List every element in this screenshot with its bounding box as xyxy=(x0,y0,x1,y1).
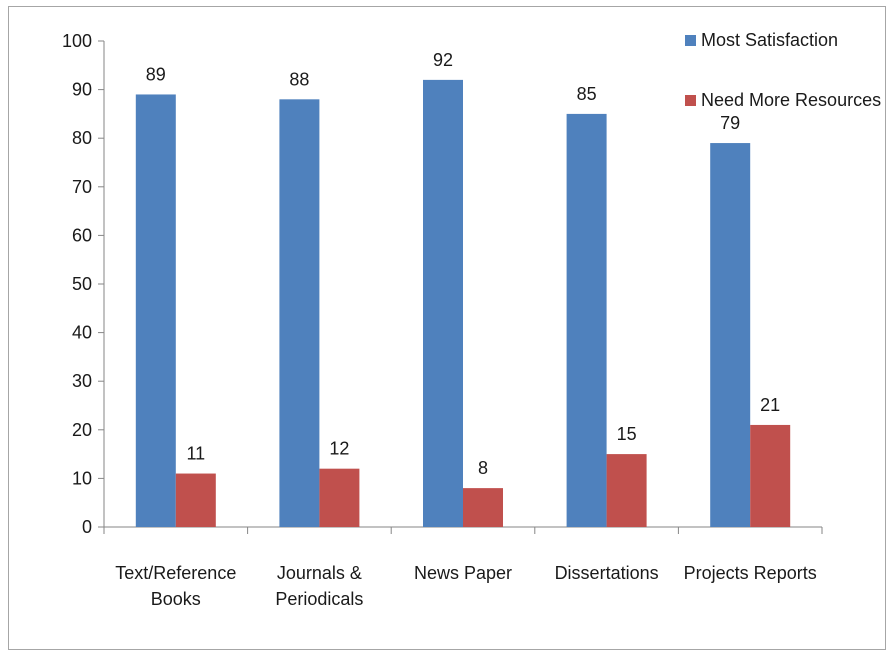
data-label: 21 xyxy=(760,395,780,415)
legend-swatch xyxy=(685,95,696,106)
x-category-label: Projects Reports xyxy=(684,563,817,583)
data-label: 79 xyxy=(720,113,740,133)
legend-label: Need More Resources xyxy=(701,90,881,110)
y-tick-label: 80 xyxy=(72,128,92,148)
data-label: 12 xyxy=(329,439,349,459)
x-category-label: News Paper xyxy=(414,563,512,583)
data-label: 92 xyxy=(433,50,453,70)
x-category-label: Text/Reference Books xyxy=(115,563,236,609)
y-tick-label: 100 xyxy=(62,31,92,51)
bar-most-satisfaction xyxy=(566,113,607,528)
x-category-label-line: Dissertations xyxy=(555,563,659,583)
y-tick-label: 50 xyxy=(72,274,92,294)
y-tick-label: 40 xyxy=(72,323,92,343)
x-category-label-line: News Paper xyxy=(414,563,512,583)
x-category-label: Journals & Periodicals xyxy=(275,563,363,609)
bar-need-more-resources xyxy=(606,454,647,527)
data-label: 15 xyxy=(617,424,637,444)
x-category-label-line: Text/Reference xyxy=(115,563,236,583)
y-tick-label: 20 xyxy=(72,420,92,440)
x-category-label: Dissertations xyxy=(555,563,659,583)
legend-label: Most Satisfaction xyxy=(701,30,838,50)
y-tick-label: 60 xyxy=(72,225,92,245)
bar-most-satisfaction xyxy=(135,94,176,528)
data-label: 88 xyxy=(289,69,309,89)
data-label: 89 xyxy=(146,64,166,84)
x-category-label-line: Periodicals xyxy=(275,589,363,609)
legend-swatch xyxy=(685,35,696,46)
bar-most-satisfaction xyxy=(279,99,320,527)
x-category-label-line: Books xyxy=(151,589,201,609)
y-tick-label: 90 xyxy=(72,80,92,100)
data-label: 85 xyxy=(577,84,597,104)
y-tick-label: 70 xyxy=(72,177,92,197)
bar-need-more-resources xyxy=(175,473,216,527)
data-label: 8 xyxy=(478,458,488,478)
y-tick-label: 0 xyxy=(82,517,92,537)
y-tick-label: 10 xyxy=(72,468,92,488)
x-category-label-line: Journals & xyxy=(277,563,362,583)
bar-need-more-resources xyxy=(750,424,791,527)
bar-most-satisfaction xyxy=(710,143,751,527)
bar-need-more-resources xyxy=(463,488,503,527)
data-label: 11 xyxy=(186,444,205,464)
x-category-label-line: Projects Reports xyxy=(684,563,817,583)
y-tick-label: 30 xyxy=(72,371,92,391)
bar-most-satisfaction xyxy=(423,79,463,527)
bar-need-more-resources xyxy=(319,468,360,527)
